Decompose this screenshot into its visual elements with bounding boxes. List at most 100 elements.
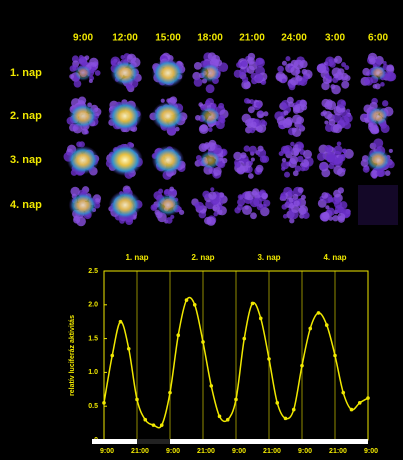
cell-blob — [285, 56, 291, 62]
time-label: 18:00 — [197, 33, 223, 44]
cell-blob — [253, 197, 262, 207]
cell-glow — [107, 100, 143, 132]
cell-blob — [344, 65, 350, 71]
cell-blob — [233, 69, 242, 78]
cell-blob — [234, 161, 241, 168]
cell-blob — [247, 173, 254, 179]
cell-blob — [301, 159, 310, 168]
time-label: 24:00 — [281, 33, 307, 44]
cell-blob — [297, 187, 304, 194]
image-grid: 9:00 12:00 15:00 18:00 21:00 24:00 3:00 6:00 1. … — [10, 33, 398, 227]
cell-blob — [210, 187, 215, 192]
cell-blob — [362, 165, 370, 173]
x-tick-label: 21:00 — [197, 448, 215, 455]
cell-blob — [382, 100, 389, 107]
data-point — [366, 396, 370, 400]
y-tick-label: 2.5 — [88, 268, 98, 275]
cell-glow — [367, 106, 389, 126]
data-point — [324, 323, 329, 327]
cell-blob — [247, 106, 255, 114]
cell-blob — [213, 211, 219, 217]
cell-blob — [240, 60, 248, 67]
cell-blob — [110, 60, 116, 66]
x-tick-label: 9:00 — [100, 448, 114, 455]
cell-blob — [259, 119, 266, 125]
cell-blob — [202, 190, 210, 199]
empty-cell — [358, 185, 398, 225]
cell-blob — [336, 99, 347, 109]
data-point — [275, 401, 280, 405]
day-label: 3. nap — [257, 253, 280, 262]
cell-blob — [205, 84, 215, 94]
cell-blob — [255, 57, 265, 68]
cell-glow — [68, 192, 98, 218]
cell-blob — [243, 97, 250, 104]
cell-blob — [78, 57, 87, 66]
time-label: 15:00 — [155, 33, 181, 44]
light-bar — [170, 439, 368, 444]
data-point — [283, 416, 288, 421]
cell-blob — [237, 198, 245, 207]
data-point — [341, 390, 346, 395]
data-point — [110, 353, 115, 358]
cell-blob — [334, 159, 341, 165]
cell-blob — [255, 164, 264, 173]
cell-blob — [388, 148, 393, 153]
data-point — [267, 357, 271, 361]
cell-blob — [298, 206, 307, 215]
cell-blob — [242, 165, 249, 172]
cell-blob — [208, 191, 217, 200]
cell-blob — [301, 75, 309, 82]
cell-blob — [292, 170, 299, 177]
cell-blob — [301, 68, 308, 75]
cell-blob — [290, 66, 300, 76]
cell-blob — [373, 138, 384, 149]
cell-blob — [341, 62, 347, 68]
cell-blob — [287, 190, 294, 197]
cell-blob — [236, 204, 243, 211]
cell-blob — [244, 190, 255, 201]
cell-blob — [208, 127, 213, 133]
cell-blob — [384, 170, 391, 177]
data-point — [225, 417, 230, 422]
row-label: 3. nap — [10, 154, 42, 166]
cell-blob — [336, 106, 341, 111]
cell-blob — [333, 189, 341, 198]
data-point — [209, 384, 214, 388]
cell-blob — [290, 141, 295, 147]
cell-blob — [158, 188, 164, 194]
data-point — [234, 397, 238, 402]
x-tick-label: 21:00 — [329, 448, 347, 455]
cell-blob — [284, 171, 291, 178]
day-label: 2. nap — [191, 253, 214, 262]
cell-blob — [249, 127, 256, 134]
cell-blob — [331, 196, 341, 205]
day-label: 4. nap — [323, 253, 346, 262]
x-tick-label: 21:00 — [263, 448, 281, 455]
cell-blob — [303, 149, 313, 159]
cell-blob — [257, 145, 264, 152]
time-label: 9:00 — [73, 33, 93, 44]
cell-blob — [330, 84, 336, 90]
x-tick-label: 9:00 — [298, 448, 312, 455]
cell-blob — [276, 116, 286, 126]
cell-blob — [218, 192, 225, 198]
cell-blob — [326, 155, 334, 163]
cell-blob — [280, 193, 287, 200]
row-label: 1. nap — [10, 67, 42, 79]
cell-blob — [206, 142, 216, 152]
cell-blob — [289, 218, 295, 224]
cell-blob — [294, 165, 302, 172]
cell-glow — [199, 150, 221, 170]
cell-glow — [369, 65, 387, 81]
cell-blob — [247, 52, 256, 61]
cell-blob — [292, 127, 302, 138]
data-point — [168, 390, 172, 395]
cell-blob — [288, 101, 294, 108]
cell-blob — [241, 113, 251, 123]
cell-blob — [169, 186, 175, 192]
cell-blob — [289, 155, 299, 165]
cell-glow — [151, 58, 185, 88]
cell-blob — [76, 141, 82, 148]
cell-blob — [333, 73, 339, 79]
